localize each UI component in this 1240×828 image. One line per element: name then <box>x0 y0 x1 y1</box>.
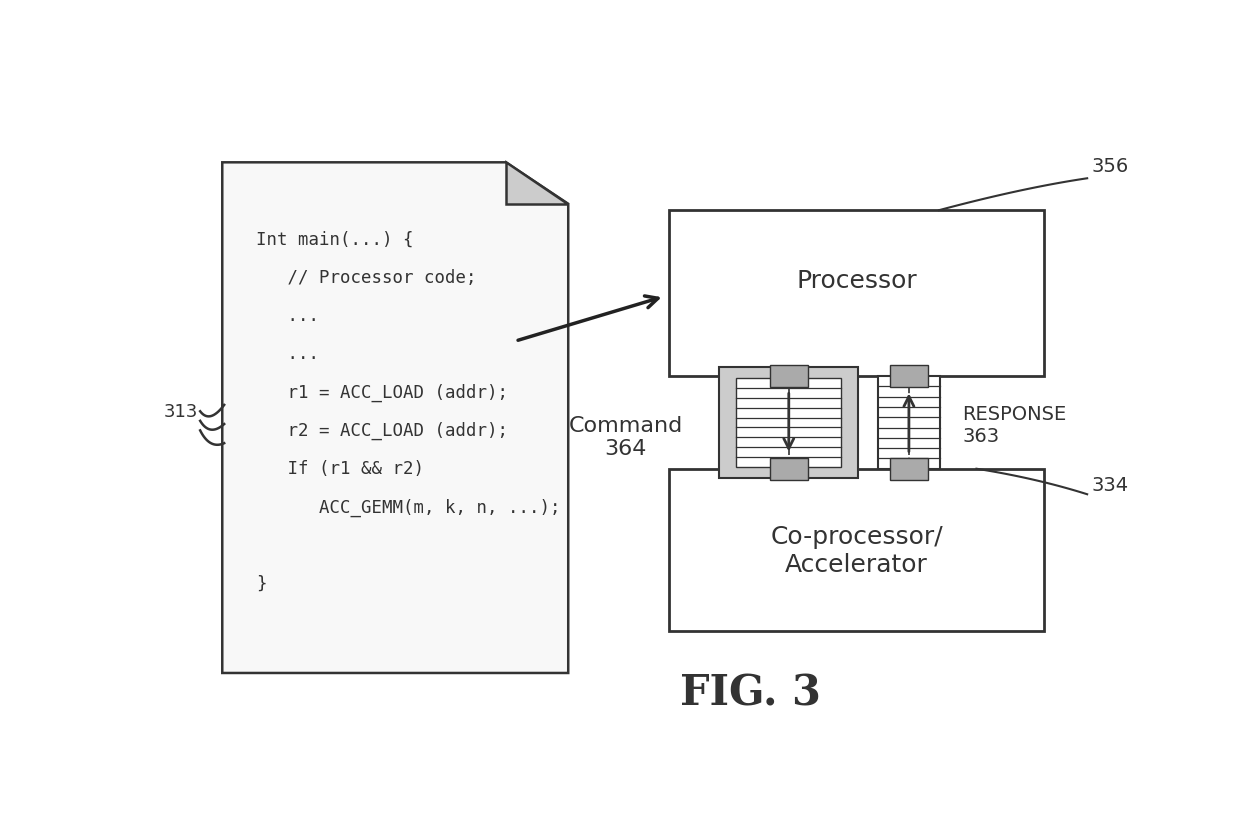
FancyBboxPatch shape <box>670 469 1044 632</box>
FancyBboxPatch shape <box>889 365 928 388</box>
Text: ...: ... <box>255 344 319 363</box>
Text: 334: 334 <box>1092 475 1130 494</box>
FancyBboxPatch shape <box>737 378 841 467</box>
Text: Processor: Processor <box>796 269 916 293</box>
FancyBboxPatch shape <box>770 458 808 480</box>
Text: 356: 356 <box>1092 156 1130 176</box>
Text: Command
364: Command 364 <box>569 416 683 459</box>
Text: 313: 313 <box>164 402 198 421</box>
FancyBboxPatch shape <box>770 365 808 388</box>
FancyBboxPatch shape <box>878 377 940 469</box>
Text: r2 = ACC_LOAD (addr);: r2 = ACC_LOAD (addr); <box>255 421 508 440</box>
Text: Int main(...) {: Int main(...) { <box>255 230 413 248</box>
Text: ...: ... <box>255 306 319 325</box>
Polygon shape <box>222 163 568 673</box>
Text: RESPONSE
363: RESPONSE 363 <box>962 404 1066 445</box>
FancyBboxPatch shape <box>670 211 1044 377</box>
Polygon shape <box>506 163 568 205</box>
Text: If (r1 && r2): If (r1 && r2) <box>255 460 424 478</box>
Text: // Processor code;: // Processor code; <box>255 268 476 286</box>
FancyBboxPatch shape <box>889 458 928 480</box>
Text: Co-processor/
Accelerator: Co-processor/ Accelerator <box>770 525 942 576</box>
Text: r1 = ACC_LOAD (addr);: r1 = ACC_LOAD (addr); <box>255 383 508 402</box>
FancyBboxPatch shape <box>719 367 858 479</box>
Text: }: } <box>255 575 267 592</box>
Text: FIG. 3: FIG. 3 <box>681 672 821 713</box>
Text: ACC_GEMM(m, k, n, ...);: ACC_GEMM(m, k, n, ...); <box>255 498 560 516</box>
